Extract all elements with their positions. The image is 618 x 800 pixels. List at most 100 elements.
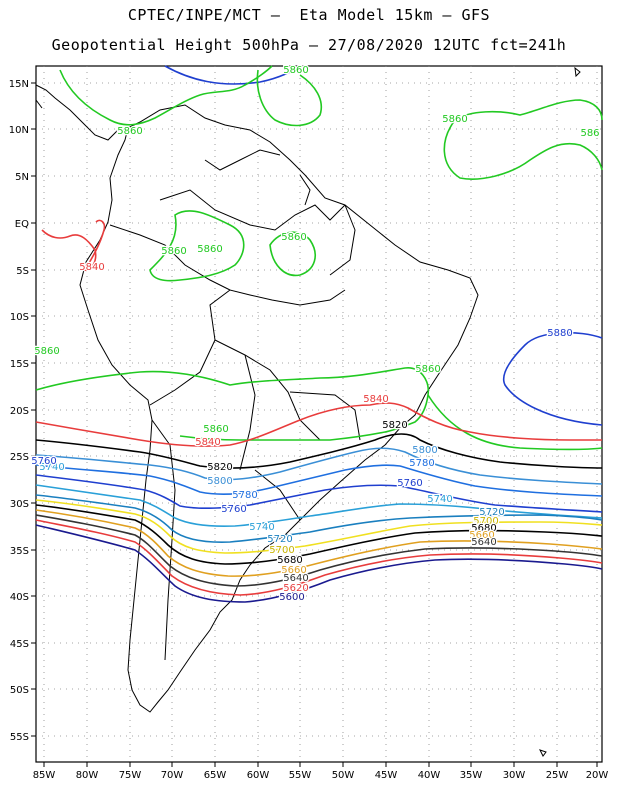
lon-tick-label: 85W [33,770,56,781]
chart-title: CPTEC/INPE/MCT – Eta Model 15km – GFS [127,6,491,24]
contour-5860-northeast [443,119,603,180]
contour-label: 5860 [283,65,308,76]
contour-label: 5860 [161,246,186,257]
contour-5860-southwest [35,349,61,353]
contour-label: 5860 [442,114,467,125]
contour-label: 5680 [277,555,302,566]
contour-label: 5740 [39,462,64,473]
contour-label: 5820 [207,462,232,473]
contour-label: 5720 [479,507,504,518]
lat-tick-label: 10N [9,125,29,136]
contour-5840-west [41,219,106,272]
lat-tick-label: 10S [10,312,29,323]
lat-tick-label: EQ [15,219,29,230]
contour-5680-main [35,504,603,565]
contour-lines [35,65,603,603]
coastlines [35,66,581,757]
lon-tick-label: 50W [332,770,355,781]
contour-5740-main [35,484,603,528]
contour-5660-main [35,509,603,577]
contour-label: 5640 [471,537,496,548]
lon-tick-label: 75W [119,770,142,781]
lon-tick-label: 35W [460,770,483,781]
contour-label: 5720 [267,534,292,545]
contour-label: 5600 [279,592,304,603]
lat-tick-label: 15N [9,79,29,90]
contour-5820-main [35,433,603,469]
lat-tick-label: 5S [16,266,29,277]
contour-label: 5820 [382,420,407,431]
lat-tick-label: 15S [10,359,29,370]
graticule [36,66,602,762]
lon-tick-label: 25W [546,770,569,781]
contour-label: 5780 [409,458,434,469]
contour-5700-main [35,499,603,554]
contour-5860-amazon [149,210,245,282]
contour-label: 5800 [412,445,437,456]
contour-5860-northwest [59,65,273,126]
lat-tick-label: 50S [10,685,29,696]
lat-tick-label: 55S [10,732,29,743]
contour-label: 5860 [197,244,222,255]
contour-label: 5860 [34,346,59,357]
contour-label: 5860 [203,424,228,435]
lon-tick-label: 45W [375,770,398,781]
lat-tick-label: 20S [10,406,29,417]
lon-tick-label: 80W [76,770,99,781]
contour-label: 5860 [281,232,306,243]
contour-5860-south [35,367,430,441]
axis-ticks: 85W 80W 75W 70W 65W 60W 55W 50W 45W 40W 35W 30W 25W 2… [9,79,609,781]
contour-label: 5660 [469,530,494,541]
contour-label: 5860 [415,364,440,375]
contour-5760-main [35,474,603,513]
contour-label: 5700 [269,545,294,556]
lat-tick-label: 25S [10,452,29,463]
lat-tick-label: 45S [10,639,29,650]
contour-label: 5660 [281,565,306,576]
contour-label: 5880 [547,328,572,339]
contour-5860-northcenter [256,69,322,127]
contour-5640-main [35,514,603,587]
lat-tick-label: 5N [15,172,29,183]
contour-5720-main [35,494,603,543]
contour-5600-main [35,524,603,603]
contour-label: 5740 [249,522,274,533]
contour-label: 5840 [195,437,220,448]
lon-tick-label: 60W [247,770,270,781]
contour-label: 5760 [31,456,56,467]
contour-label: 5740 [427,494,452,505]
lat-tick-label: 35S [10,546,29,557]
lon-tick-label: 20W [586,770,609,781]
contour-5800-main [35,447,603,485]
lat-tick-label: 40S [10,592,29,603]
contour-label: 5860 [117,126,142,137]
contour-5860-southeast [427,394,603,451]
contour-5880-east [503,331,603,426]
contour-label: 5780 [232,490,257,501]
contour-5840-main [35,402,602,447]
contour-label: 5620 [283,583,308,594]
contour-5780-main [35,464,603,497]
contour-5880-north [164,65,301,85]
contour-5620-main [35,519,603,596]
contour-5860-northeast-2 [454,99,603,121]
contour-label: 5840 [79,262,104,273]
lon-tick-label: 55W [289,770,312,781]
contour-5860-central [269,231,316,277]
contour-labels: 5860 5860 5860 586 5860 5860 5860 5860 5860 5860 5… [30,64,601,605]
contour-label: 5680 [471,523,496,534]
lon-tick-label: 40W [418,770,441,781]
contour-label: 5640 [283,573,308,584]
contour-label: 5800 [207,476,232,487]
lon-tick-label: 70W [161,770,184,781]
lon-tick-label: 30W [503,770,526,781]
contour-label: 5840 [363,394,388,405]
lon-tick-label: 65W [204,770,227,781]
lat-tick-label: 30S [10,499,29,510]
contour-label: 586 [580,128,599,139]
contour-label: 5760 [397,478,422,489]
contour-label: 5760 [221,504,246,515]
contour-label: 5700 [473,516,498,527]
chart-subtitle: Geopotential Height 500hPa – 27/08/2020 … [51,36,567,54]
